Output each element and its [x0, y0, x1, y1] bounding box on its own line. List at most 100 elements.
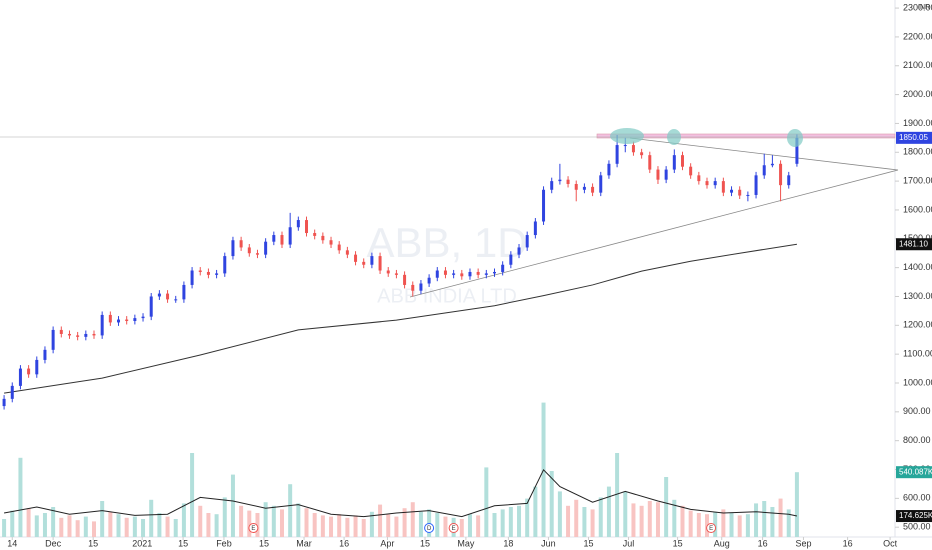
y-tick-label: 2000.00	[903, 89, 932, 99]
volume-bar	[263, 502, 268, 537]
candle-body	[452, 273, 456, 275]
x-tick-label: 15	[88, 538, 98, 548]
volume-bar	[672, 499, 677, 537]
candle-body	[255, 253, 259, 255]
volume-bar	[26, 508, 31, 537]
trendline-lower	[409, 169, 899, 298]
volume-bar	[124, 517, 129, 537]
volume-bar	[762, 501, 767, 537]
candle-body	[509, 254, 513, 265]
volume-bar	[778, 498, 783, 537]
x-tick-label: Jun	[541, 538, 556, 548]
candle-body	[640, 152, 644, 156]
volume-bar	[517, 505, 522, 537]
candle-body	[730, 189, 734, 193]
ma-badge-label: 1481.10	[899, 239, 928, 248]
watermark-company: ABB INDIA LTD	[377, 285, 517, 307]
volume-bar	[10, 510, 15, 537]
candle-body	[206, 271, 210, 275]
volume-bar	[230, 474, 235, 537]
volume-bar	[508, 507, 513, 537]
candle-body	[476, 271, 480, 275]
candle-body	[599, 175, 603, 193]
volume-bar	[467, 514, 472, 537]
candle-body	[27, 368, 31, 375]
candle-body	[582, 186, 586, 190]
volume-bar	[329, 516, 334, 537]
candle-body	[141, 316, 145, 319]
candle-body	[345, 250, 349, 255]
volume-bar	[18, 457, 23, 537]
candle-body	[329, 240, 333, 245]
volume-bar	[304, 508, 309, 537]
volume-bar	[198, 505, 203, 537]
volume-bar	[794, 472, 799, 537]
candle-body	[35, 359, 39, 375]
volume-bar	[500, 509, 505, 537]
volume-bar	[51, 507, 56, 537]
y-tick-label: 900.00	[903, 406, 931, 416]
volume-bar	[116, 514, 121, 537]
x-tick-label: 14	[7, 538, 17, 548]
volume-bar	[132, 516, 137, 537]
candle-body	[427, 277, 431, 284]
volume-bar	[680, 505, 685, 537]
volume-bar	[42, 513, 47, 537]
x-tick-label: 15	[259, 538, 269, 548]
volume-bar	[149, 499, 154, 537]
volume-bar	[288, 484, 293, 537]
volume-badge-label: 540.087K	[899, 467, 932, 476]
volume-bar	[394, 516, 399, 537]
volume-bar	[296, 503, 301, 537]
volume-bar	[696, 513, 701, 537]
candle-body	[713, 181, 717, 186]
candle-body	[795, 137, 799, 164]
x-tick-label: Aug	[714, 538, 730, 548]
watermark-symbol: ABB, 1D	[366, 219, 527, 266]
volume-bar	[353, 515, 358, 537]
volume-bar	[91, 521, 96, 537]
volume-bar	[549, 471, 554, 537]
volume-bar	[345, 517, 350, 537]
candle-body	[239, 240, 243, 248]
y-tick-label: 1800.00	[903, 147, 932, 157]
event-marker	[706, 523, 717, 533]
x-tick-label: 16	[758, 538, 768, 548]
volume-bar	[108, 511, 113, 537]
volume-bar	[582, 507, 587, 537]
x-tick-label: 15	[583, 538, 593, 548]
event-label: E	[452, 526, 456, 532]
resistance-zone	[596, 133, 896, 139]
candle-body	[231, 240, 235, 257]
volume-bar	[647, 501, 652, 537]
candle-body	[664, 169, 668, 180]
x-tick-label: 16	[339, 538, 349, 548]
volume-bar	[165, 516, 170, 537]
x-tick-label: 15	[673, 538, 683, 548]
volume-bar	[239, 505, 244, 537]
volume-bar	[557, 491, 562, 537]
event-marker	[248, 523, 259, 533]
volume-bar	[606, 486, 611, 537]
volume-bar	[67, 515, 72, 537]
x-tick-label: 16	[843, 538, 853, 548]
candle-body	[501, 264, 505, 272]
candle-body	[10, 385, 14, 399]
x-tick-label: Mar	[296, 538, 312, 548]
candle-body	[84, 333, 88, 337]
candle-body	[174, 299, 178, 301]
candle-body	[550, 181, 554, 190]
candle-body	[149, 296, 153, 317]
candle-body	[460, 273, 464, 277]
volume-bar	[190, 453, 195, 537]
volume-bar	[141, 519, 146, 537]
candle-body	[198, 270, 202, 272]
x-tick-label: May	[457, 538, 475, 548]
candle-body	[623, 145, 627, 147]
y-tick-label: 1200.00	[903, 320, 932, 330]
volume-bar	[566, 505, 571, 537]
volume-bar	[222, 497, 227, 537]
candle-body	[18, 368, 22, 386]
volume-bar	[83, 516, 88, 537]
